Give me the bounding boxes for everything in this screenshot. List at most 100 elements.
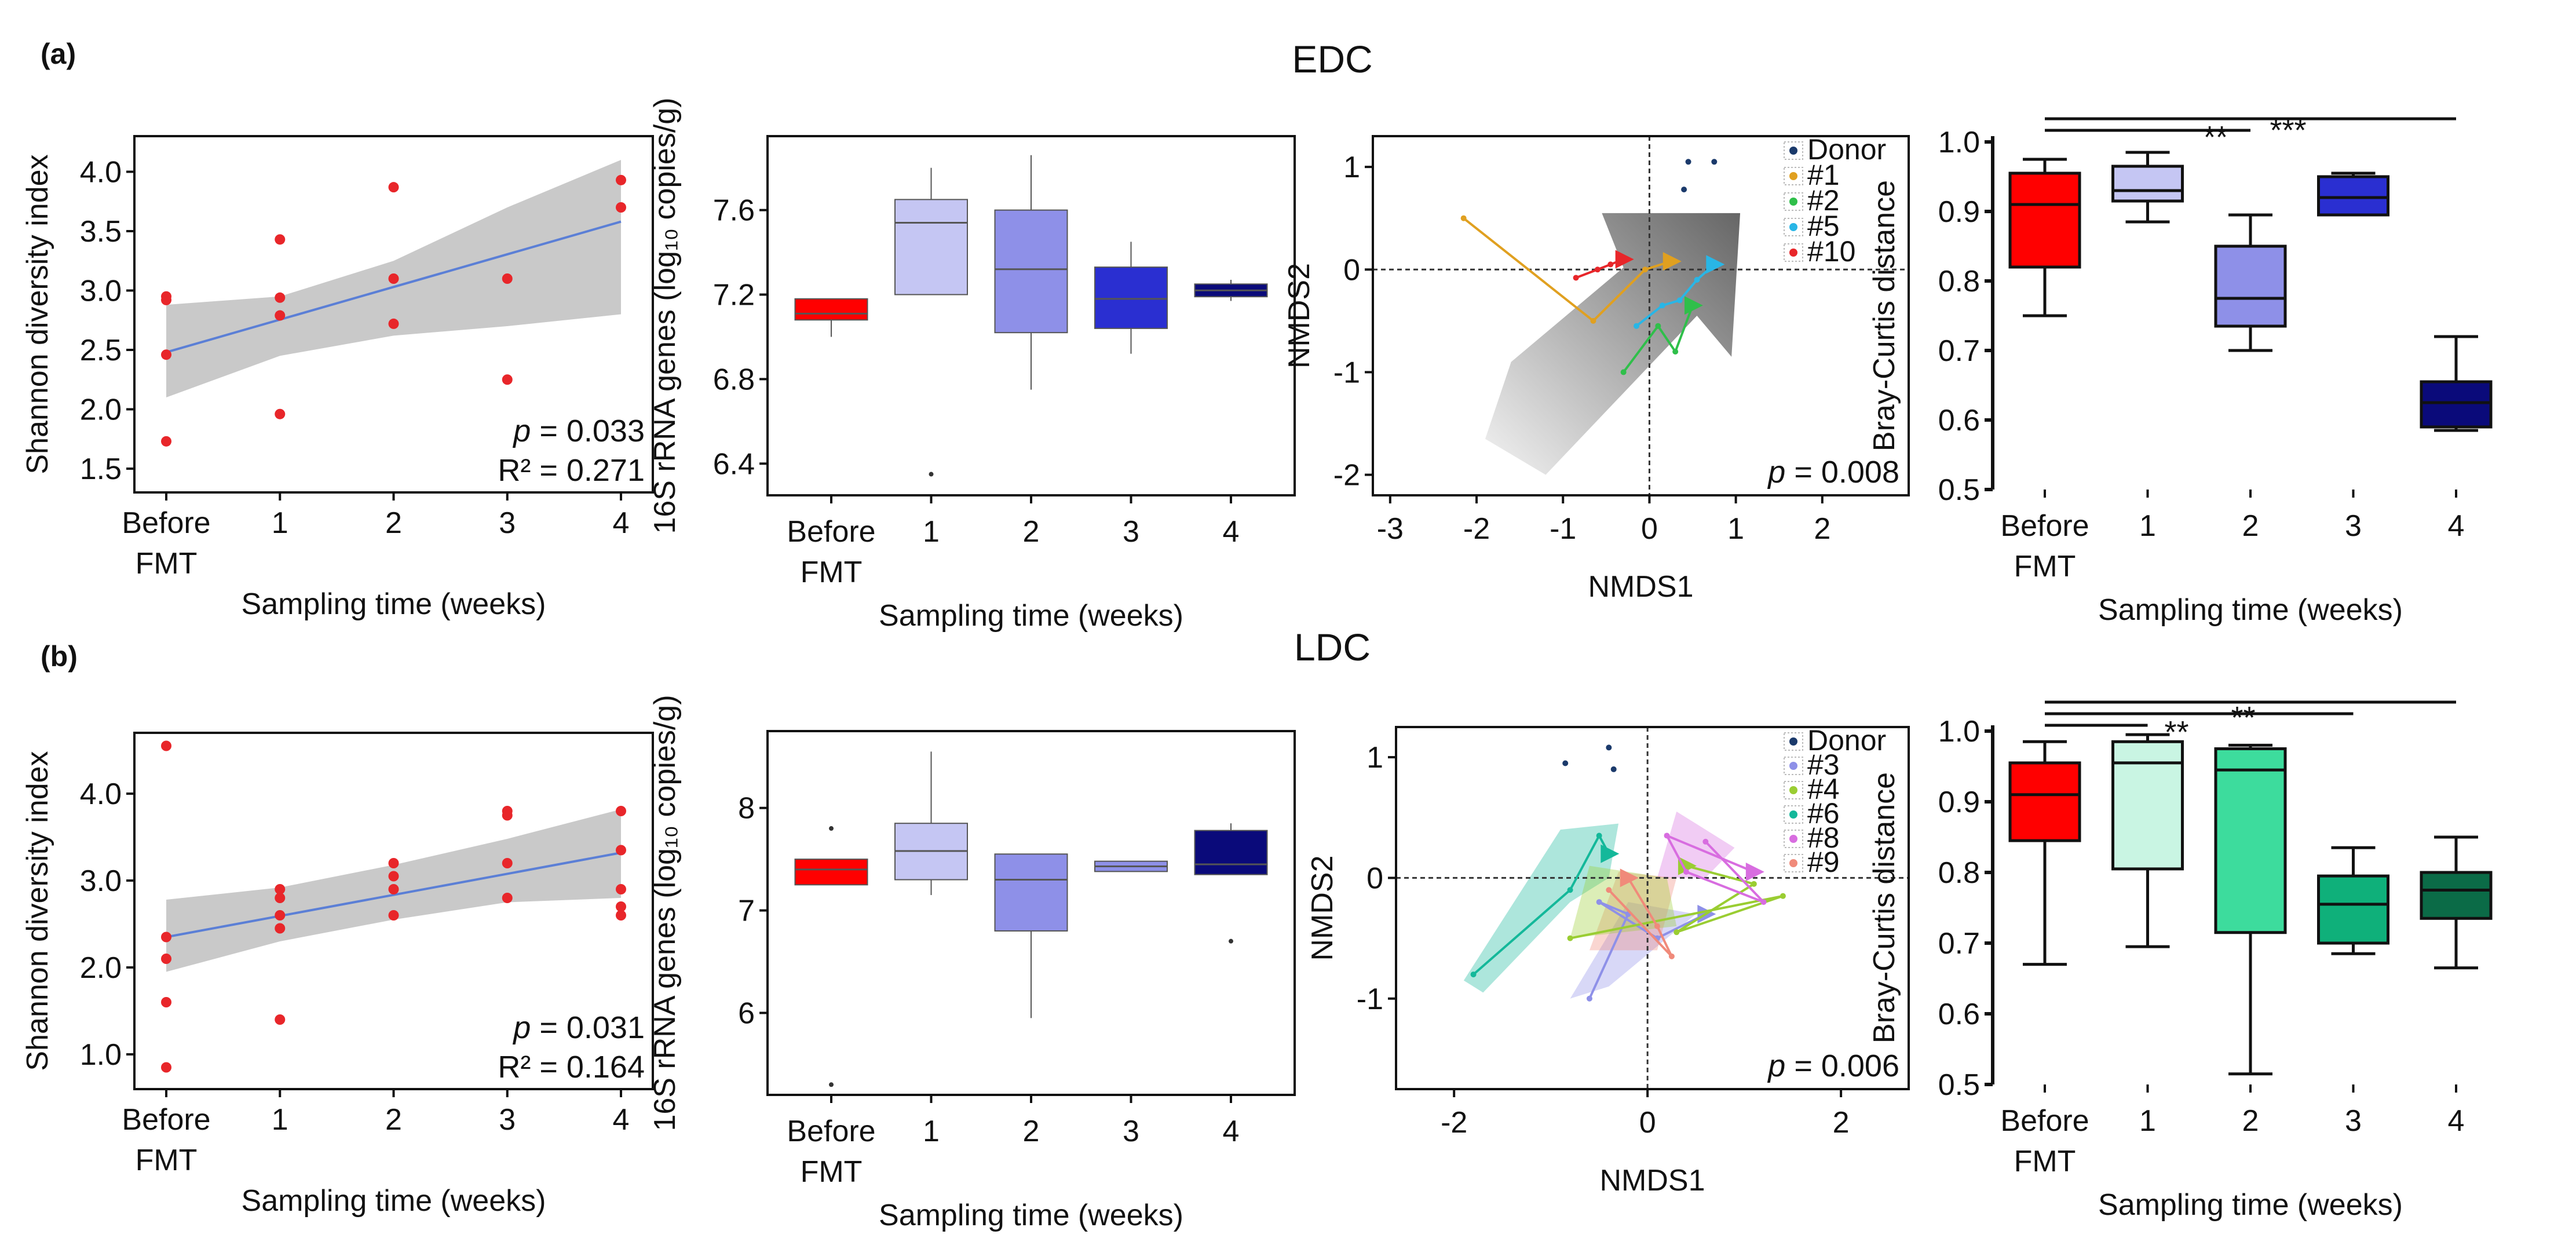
box	[2420, 871, 2493, 920]
row-b-label: (b)	[41, 640, 78, 673]
y-tick-label: 1	[1366, 741, 1383, 775]
donor-point	[1610, 766, 1617, 772]
y-axis-label: NMDS2	[1306, 855, 1339, 960]
data-point	[616, 845, 626, 856]
data-point	[502, 273, 513, 284]
data-point	[502, 806, 513, 816]
trajectory-point	[1780, 893, 1786, 899]
trajectory-point	[1654, 923, 1660, 929]
y-tick-label: 7.2	[713, 279, 755, 312]
significance-label: **	[2231, 700, 2255, 735]
data-point	[161, 932, 171, 943]
x-tick-label: 4	[2448, 509, 2465, 543]
x-tick-label: 1	[2139, 509, 2156, 543]
y-tick-label: 6	[738, 996, 755, 1030]
plot-frame	[1372, 135, 1910, 496]
x-tick-label: 2	[1814, 512, 1830, 546]
data-point	[388, 318, 399, 329]
x-tick-label: Before	[122, 506, 210, 540]
x-tick-label: 2	[1833, 1106, 1850, 1140]
data-point	[161, 349, 171, 360]
data-point	[616, 910, 626, 921]
p-value: p = 0.031	[512, 1010, 645, 1045]
x-tick-label: 3	[499, 506, 516, 540]
trajectory-point	[1676, 297, 1683, 304]
donor-point	[1685, 159, 1691, 165]
y-tick-label: 0.6	[1938, 404, 1980, 437]
legend-marker	[1789, 737, 1797, 746]
box	[2008, 761, 2081, 842]
outlier-point	[829, 1082, 834, 1087]
data-point	[616, 202, 626, 213]
trajectory-arrowhead	[1678, 856, 1697, 875]
trajectory-point	[1634, 323, 1640, 329]
trajectory-point	[1620, 369, 1627, 375]
row-b-title: LDC	[1294, 626, 1371, 669]
box	[794, 859, 868, 886]
r-squared: R² = 0.164	[498, 1050, 645, 1084]
legend-marker	[1789, 762, 1797, 770]
trajectory-point	[1655, 323, 1661, 329]
trajectory-point	[1664, 832, 1670, 839]
fit-line	[166, 220, 622, 354]
data-point	[616, 806, 626, 816]
r-squared: R² = 0.271	[498, 453, 645, 488]
legend-label: #5	[1807, 210, 1840, 242]
y-tick-label: 4.0	[80, 777, 122, 811]
x-axis-label: Sampling time (weeks)	[2098, 593, 2403, 627]
trajectory-point	[1567, 887, 1573, 893]
x-tick-label: 4	[613, 1103, 630, 1137]
trajectory-arrowhead	[1706, 255, 1725, 274]
trajectory-arrowhead	[1745, 863, 1764, 881]
y-tick-label: 0.9	[1938, 786, 1980, 819]
box	[2420, 380, 2493, 429]
legend-label: #6	[1807, 797, 1840, 830]
x-axis-label: Sampling time (weeks)	[242, 1184, 546, 1218]
plot-frame	[1395, 726, 1910, 1090]
x-tick-label: 3	[499, 1103, 516, 1137]
x-tick-label: 2	[2242, 1104, 2259, 1138]
trajectory-point	[1760, 899, 1767, 905]
y-tick-label: 1.0	[1938, 126, 1980, 159]
data-point	[275, 408, 286, 419]
x-tick-label: -1	[1550, 512, 1576, 546]
panel-a-bray: 0.5 0.6 0.7 0.8 0.9 1.0 Before FMT 1 2 3 4 Bray-Curt…	[1868, 113, 2493, 627]
x-tick-label: FMT	[2014, 1145, 2076, 1178]
trajectory-point	[1567, 935, 1573, 941]
y-tick-label: 1.5	[80, 452, 122, 486]
y-tick-label: -1	[1357, 983, 1383, 1016]
legend-marker	[1789, 147, 1797, 155]
y-tick-label: 0.5	[1938, 473, 1980, 507]
trajectory-point	[1683, 869, 1689, 875]
data-point	[275, 234, 286, 245]
outlier-point	[829, 826, 834, 831]
significance-label: **	[2164, 715, 2188, 750]
trajectory-line	[1463, 217, 1672, 323]
data-point	[275, 310, 286, 321]
legend-label: #8	[1807, 821, 1840, 854]
legend-marker	[1789, 810, 1797, 819]
x-tick-label: Before	[2000, 509, 2089, 543]
data-point	[161, 740, 171, 751]
trajectory-arrowhead	[1662, 252, 1682, 271]
legend-label: Donor	[1807, 133, 1886, 166]
row-a-label: (a)	[41, 38, 76, 70]
panel-a-shannon: 1.5 2.0 2.5 3.0 3.5 4.0 Before FMT 1 2 3 4 Shannon d…	[21, 135, 654, 621]
y-axis-label: Shannon diversity index	[21, 154, 54, 474]
x-tick-label: Before	[787, 515, 875, 549]
p-value: p = 0.008	[1767, 455, 1899, 490]
x-tick-label: 1	[272, 506, 288, 540]
trajectory-point	[1596, 832, 1602, 839]
legend-label: #2	[1807, 184, 1840, 217]
y-tick-label: 0.9	[1938, 195, 1980, 229]
row-a-title: EDC	[1292, 38, 1372, 81]
y-tick-label: 0.7	[1938, 927, 1980, 960]
legend-marker	[1789, 172, 1797, 180]
y-axis-label: 16S rRNA genes (log₁₀ copies/g)	[648, 97, 682, 534]
y-tick-label: 1	[1343, 151, 1360, 184]
legend-label: #3	[1807, 748, 1840, 781]
y-tick-label: 0.5	[1938, 1068, 1980, 1102]
trajectory-arrowhead	[1620, 868, 1639, 888]
y-tick-label: 3.0	[80, 864, 122, 898]
data-point	[161, 291, 171, 302]
